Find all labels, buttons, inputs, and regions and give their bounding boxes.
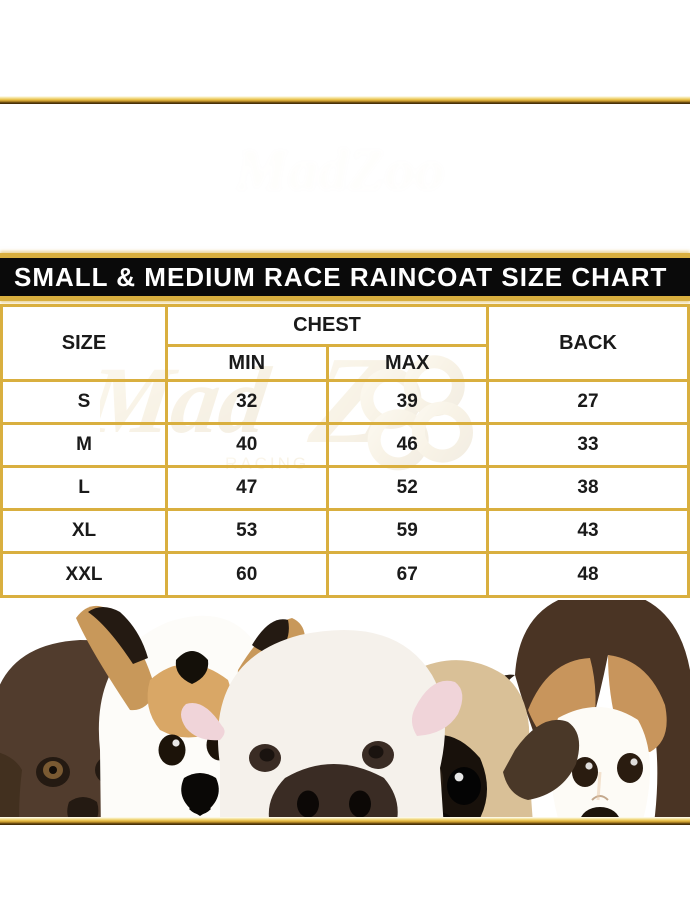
svg-text:MadZoo: MadZoo xyxy=(234,137,445,203)
